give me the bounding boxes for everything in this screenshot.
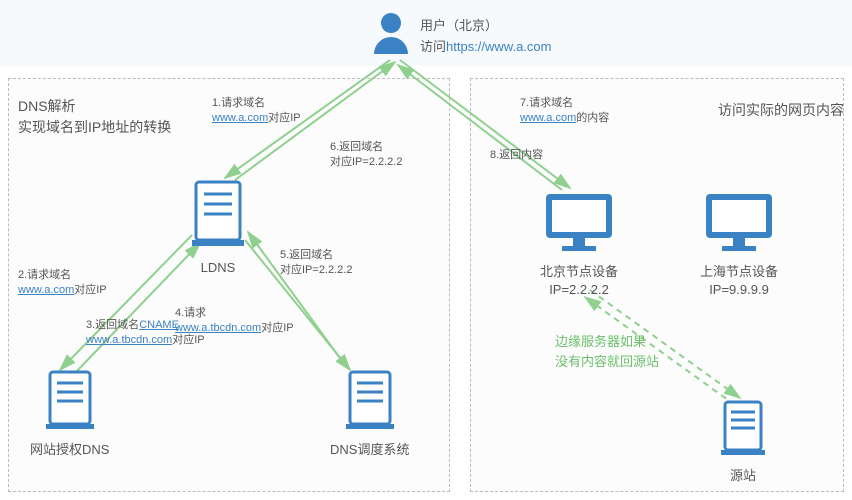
monitor-icon [700, 190, 778, 254]
edge-label-e1: 1.请求域名www.a.com对应IP [212, 96, 301, 127]
origin-note: 边缘服务器如果 没有内容就回源站 [555, 332, 659, 371]
server-icon [345, 370, 395, 432]
node-ldns: LDNS [190, 180, 246, 277]
edge-label-e2: 2.请求域名www.a.com对应IP [18, 268, 107, 299]
left-title: DNS解析 实现域名到IP地址的转换 [18, 96, 171, 138]
node-origin: 源站 [720, 400, 766, 485]
node-authdns: 网站授权DNS [30, 370, 109, 459]
right-title: 访问实际的网页内容 [718, 100, 844, 120]
node-bj: 北京节点设备IP=2.2.2.2 [540, 190, 618, 299]
monitor-icon [540, 190, 618, 254]
user-line1: 用户（北京） [420, 16, 552, 37]
user-block: 用户（北京） 访问https://www.a.com [370, 10, 670, 65]
node-sh: 上海节点设备IP=9.9.9.9 [700, 190, 778, 299]
edge-label-e4: 4.请求www.a.tbcdn.com对应IP [175, 306, 294, 337]
server-icon [720, 400, 766, 458]
edge-label-e7: 7.请求域名www.a.com的内容 [520, 96, 609, 127]
edge-label-e5: 5.返回域名对应IP=2.2.2.2 [280, 248, 352, 279]
server-icon [45, 370, 95, 432]
user-url-link[interactable]: https://www.a.com [446, 39, 551, 54]
person-icon [370, 10, 412, 54]
right-panel [470, 78, 844, 492]
edge-label-e8: 8.返回内容 [490, 148, 543, 163]
user-line2: 访问https://www.a.com [420, 37, 552, 58]
node-dnsched: DNS调度系统 [330, 370, 409, 459]
edge-label-e6: 6.返回域名对应IP=2.2.2.2 [330, 140, 402, 171]
server-icon [190, 180, 246, 250]
